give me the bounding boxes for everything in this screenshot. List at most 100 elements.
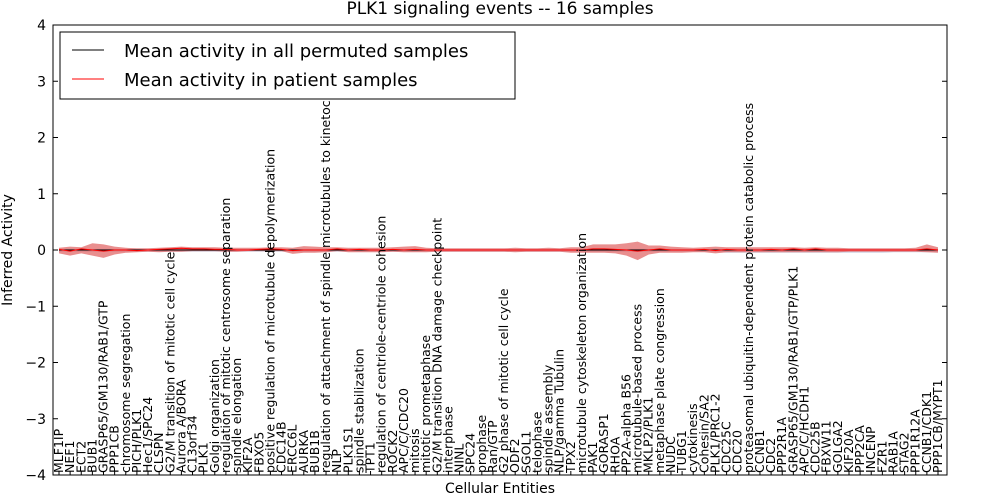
category-label-apc-c-hcdh1: APC/C/HCDH1: [797, 386, 812, 473]
y-tick-label: 3: [37, 74, 46, 90]
category-label-microtubule-based-process: microtubule-based process: [630, 304, 645, 473]
category-label-nlp: NLP: [329, 449, 344, 473]
category-label-ccnb1: CCNB1: [752, 430, 767, 473]
y-axis: −4 −3 −2 −1 0 1 2 3 4: [25, 18, 947, 484]
patient-band: [59, 241, 938, 261]
category-label-tubg1: TUBG1: [674, 430, 689, 474]
category-label-cdc25b: CDC25B: [808, 421, 823, 473]
y-tick-label: 2: [37, 131, 46, 147]
category-label-plk1-prc1-2: PLK1/PRC1-2: [708, 393, 723, 473]
category-label-ran-gtp: Ran/GTP: [485, 420, 500, 473]
category-label-cdc25c: CDC25C: [719, 421, 734, 473]
category-label-spindle-assembly: spindle assembly: [541, 364, 556, 473]
category-label-cdc20: CDC20: [730, 430, 745, 473]
band-layer: [59, 241, 938, 261]
category-label-apc-c-cdc20: APC/C/CDC20: [396, 388, 411, 473]
category-label-cytokinesis: cytokinesis: [685, 403, 700, 473]
category-label-g2-m-transition-of-mitotic-cell-cycle: G2/M transition of mitotic cell cycle: [162, 251, 177, 473]
legend-box: [59, 31, 516, 100]
category-label-fbxw11: FBXW11: [819, 420, 834, 473]
category-label-prophase: prophase: [474, 415, 489, 473]
category-label-regulation-of-mitotic-centrosome-separation: regulation of mitotic centrosome separat…: [218, 198, 233, 473]
category-label-gorasp1: GORASP1: [596, 413, 611, 473]
category-label-grasp65-gm130-rab1-gtp: GRASP65/GM130/RAB1/GTP: [96, 300, 111, 473]
category-label-tpt1: TPT1: [363, 442, 378, 474]
category-label-plk1: PLK1: [196, 442, 211, 473]
category-label-mitotic-prometaphase: mitotic prometaphase: [418, 335, 433, 473]
y-tick-label: −4: [25, 468, 46, 484]
category-label-tpx2: TPX2: [563, 441, 578, 474]
category-label-interphase: interphase: [440, 406, 455, 473]
category-label-pp2a-alpha-b56: PP2A-alpha B56: [619, 374, 634, 473]
y-tick-label: 1: [37, 187, 46, 203]
category-label-proteasomal-ubiquitin-dependent-protein-catabolic-process: proteasomal ubiquitin-dependent protein …: [741, 103, 756, 473]
category-label-g2-m-transition-dna-damage-checkpoint: G2/M transition DNA damage checkpoint: [429, 218, 444, 473]
category-label-hec1-spc24: Hec1/SPC24: [140, 397, 155, 473]
category-label-layer: MLF1IPNEF1ECT2BUB1GRASP65/GM130/RAB1/GTP…: [51, 72, 945, 474]
category-label-cdc14b: CDC14B: [274, 421, 289, 473]
category-label-kif2a: KIF2A: [240, 437, 255, 473]
category-label-ect2: ECT2: [73, 441, 88, 473]
y-tick-label: −1: [25, 299, 46, 315]
category-label-ccnb1-cdk1: CCNB1/CDK1: [919, 391, 934, 473]
y-tick-label: −2: [25, 356, 46, 372]
category-label-clspn: CLSPN: [151, 432, 166, 473]
category-label-cohesin-sa2: Cohesin/SA2: [696, 394, 711, 473]
category-label-rock2: ROCK2: [385, 430, 400, 473]
plot-area: MLF1IPNEF1ECT2BUB1GRASP65/GM130/RAB1/GTP…: [51, 72, 945, 474]
category-label-g2-phase-of-mitotic-cell-cycle: G2 phase of mitotic cell cycle: [496, 288, 511, 473]
category-label-telophase: telophase: [529, 411, 544, 473]
category-label-spindle-elongation: spindle elongation: [229, 358, 244, 473]
category-label-rhoa: RHOA: [607, 436, 622, 473]
category-label-ppp2ca: PPP2CA: [852, 425, 867, 473]
category-label-positive-regulation-of-microtubule-depolymerization: positive regulation of microtubule depol…: [262, 149, 277, 473]
category-label-rab1a: RAB1A: [886, 431, 901, 473]
category-label-fzr1: FZR1: [874, 441, 889, 473]
chart-title: PLK1 signaling events -- 16 samples: [346, 0, 653, 19]
category-label-odf2: ODF2: [507, 438, 522, 473]
category-label-kif20a: KIF20A: [841, 429, 856, 473]
y-axis-label: Inferred Activity: [0, 194, 16, 306]
category-label-pak1: PAK1: [585, 442, 600, 473]
line-layer: [58, 247, 939, 252]
legend-label-patient: Mean activity in patient samples: [124, 70, 418, 91]
category-label-aurka: AURKA: [296, 430, 311, 473]
category-label-regulation-of-attachment-of-spindle-microtubules-to-kinetochore: regulation of attachment of spindle micr…: [318, 72, 333, 473]
category-label-fbxo5: FBXO5: [251, 432, 266, 473]
category-label-ppp2r1a: PPP2R1A: [774, 417, 789, 473]
x-axis-label: Cellular Entities: [445, 481, 555, 497]
category-label-nudc: NUDC: [663, 436, 678, 473]
category-label-golga2: GOLGA2: [830, 420, 845, 473]
category-label-spc24: SPC24: [463, 433, 478, 473]
category-label-mklp2-plk1: MKLP2/PLK1: [641, 397, 656, 473]
category-label-ninl: NINL: [452, 444, 467, 473]
category-label-aurora-a-bora: Aurora A/BORA: [173, 379, 188, 473]
category-label-ppp1cb-mypt1: PPP1CB/MYPT1: [930, 379, 945, 473]
category-label-pich-plk1: PICH/PLK1: [129, 409, 144, 473]
category-label-grasp65-gm130-rab1-gtp-plk1: GRASP65/GM130/RAB1/GTP/PLK1: [785, 266, 800, 473]
category-label-plk1s1: PLK1S1: [340, 426, 355, 473]
category-label-stag2: STAG2: [897, 432, 912, 473]
y-tick-label: 0: [37, 243, 46, 259]
legend: Mean activity in all permuted samples Me…: [59, 31, 516, 100]
category-label-mlf1ip: MLF1IP: [51, 428, 66, 473]
patient-mean-line: [58, 247, 939, 252]
category-label-cdc2: CDC2: [763, 438, 778, 473]
category-label-microtubule-cytoskeleton-organization: microtubule cytoskeleton organization: [574, 233, 589, 473]
category-label-nef1: NEF1: [62, 441, 77, 473]
category-label-metaphase-plate-congression: metaphase plate congression: [652, 288, 667, 473]
category-label-chromosome-segregation: chromosome segregation: [118, 314, 133, 473]
category-label-sgol1: SGOL1: [518, 431, 533, 473]
category-label-bub1: BUB1: [84, 439, 99, 473]
category-label-ppp1cb: PPP1CB: [107, 425, 122, 473]
y-tick-label: 4: [37, 18, 46, 34]
y-tick-label: −3: [25, 412, 46, 428]
category-label-golgi-organization: Golgi organization: [207, 359, 222, 473]
category-label-mitosis: mitosis: [407, 428, 422, 473]
category-label-bub1b: BUB1B: [307, 430, 322, 473]
category-label-incenp: INCENP: [863, 426, 878, 473]
category-label-nlp-gamma-tubulin: NLP/gamma Tubulin: [552, 349, 567, 473]
category-label-ppp1r12a: PPP1R12A: [908, 409, 923, 473]
category-label-spindle-stabilization: spindle stabilization: [351, 348, 366, 473]
